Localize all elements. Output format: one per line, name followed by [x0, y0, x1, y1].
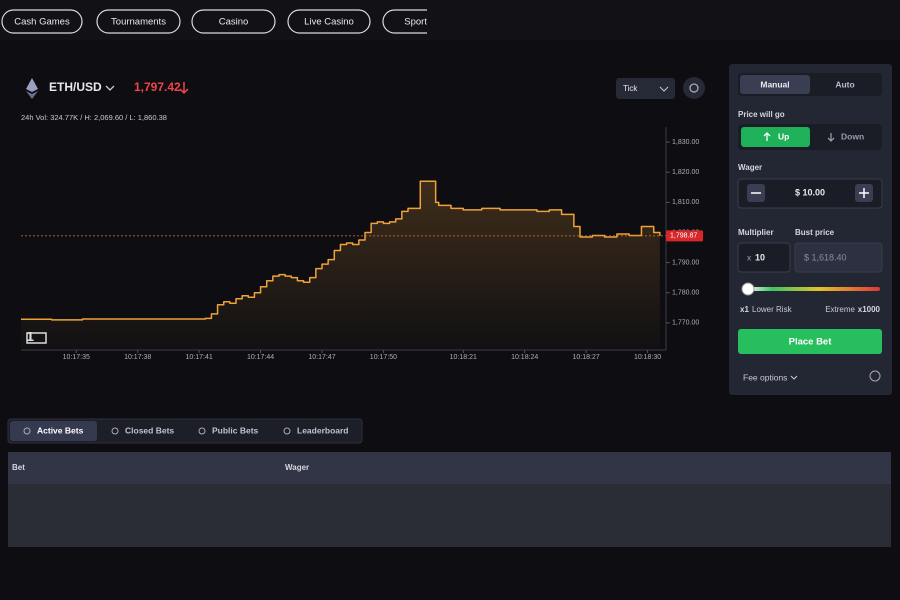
tab-icon — [23, 427, 31, 435]
tv-logo: 𝟭 — [26, 330, 47, 344]
mode: Manual — [760, 79, 789, 89]
multiplier-input[interactable] — [737, 242, 791, 273]
down-icon — [827, 133, 835, 142]
up-button[interactable] — [741, 127, 810, 147]
chevron — [659, 86, 669, 92]
risk-max-label: Extreme — [825, 305, 855, 314]
y-tick-label: 1,810.00 — [672, 199, 699, 206]
place-bet-button[interactable] — [738, 329, 882, 354]
help-icon[interactable] — [869, 370, 881, 382]
label: Bust price — [795, 228, 835, 237]
bust-price: $ 1,618.40 — [804, 252, 847, 262]
x-tick-label: 10:18:27 — [573, 354, 600, 361]
tab-icon — [283, 427, 291, 435]
gear-icon — [689, 83, 699, 93]
risk-max: x1000 — [858, 305, 881, 314]
x-tick-label: 10:17:35 — [63, 354, 90, 361]
x-tick-label: 10:17:44 — [247, 354, 274, 361]
chevron — [790, 375, 798, 380]
price-chart: 1,830.001,820.001,810.001,800.001,790.00… — [21, 127, 703, 361]
fee-options[interactable]: Fee options — [743, 372, 787, 382]
interval: Tick — [623, 84, 638, 93]
nav-pill[interactable] — [191, 9, 276, 34]
nav-fade — [427, 0, 900, 40]
down-arrow — [179, 82, 189, 95]
nav-pill[interactable] — [96, 9, 181, 34]
bust-price-field — [794, 242, 883, 273]
column-header: Wager — [285, 463, 309, 472]
risk-min: x1 — [740, 305, 749, 314]
mode-active[interactable] — [740, 75, 810, 94]
x-tick-label: 10:17:41 — [186, 354, 213, 361]
wager: $ 10.00 — [795, 187, 825, 197]
nav-label: Tournaments — [111, 17, 166, 28]
risk-min-label: Lower Risk — [752, 305, 793, 314]
mode[interactable]: Auto — [835, 79, 854, 89]
tab-label[interactable]: Leaderboard — [297, 425, 349, 435]
x-tick-label: 10:18:24 — [511, 354, 538, 361]
wager-input[interactable] — [737, 178, 883, 209]
tab-label[interactable]: Public Bets — [212, 425, 259, 435]
place-bet: Place Bet — [789, 337, 833, 348]
eth-icon — [26, 78, 38, 99]
x-tick-label: 10:17:38 — [124, 354, 151, 361]
nav-pill[interactable] — [1, 9, 83, 34]
direction[interactable]: Down — [841, 131, 864, 141]
current-price-label: 1,798.87 — [670, 233, 697, 240]
nav-pill[interactable] — [287, 9, 371, 34]
interval-select[interactable] — [616, 78, 675, 99]
svg-text:𝟭: 𝟭 — [26, 330, 34, 344]
x-tick-label: 10:17:50 — [370, 354, 397, 361]
risk-slider[interactable] — [745, 287, 880, 291]
slider-knob[interactable] — [741, 282, 755, 296]
nav-label: Live Casino — [304, 17, 354, 28]
nav-label: Cash Games — [14, 17, 70, 28]
tab-icon — [111, 427, 119, 435]
tab-label[interactable]: Closed Bets — [125, 425, 174, 435]
price: 1,797.42 — [134, 80, 181, 94]
tab-icon — [198, 427, 206, 435]
y-tick-label: 1,770.00 — [672, 320, 699, 327]
x-tick-label: 10:18:21 — [450, 354, 477, 361]
settings-button[interactable] — [683, 77, 705, 99]
multiplier: 10 — [755, 252, 765, 262]
multiplier-prefix: x — [747, 252, 752, 262]
x-tick-label: 10:17:47 — [308, 354, 335, 361]
y-tick-label: 1,830.00 — [672, 139, 699, 146]
current-price-tag — [666, 230, 703, 242]
nav-label: Casino — [219, 17, 249, 28]
x-tick-label: 10:18:30 — [634, 354, 661, 361]
area — [21, 181, 660, 350]
tab-active[interactable] — [10, 421, 97, 441]
tab-label[interactable]: Active Bets — [37, 425, 84, 435]
label: Wager — [738, 163, 762, 172]
symbol: ETH/USD — [49, 80, 102, 94]
column-header: Bet — [12, 463, 25, 472]
stats: 24h Vol: 324.77K / H: 2,069.60 / L: 1,86… — [21, 113, 167, 122]
direction: Up — [778, 131, 789, 141]
tabs: Active Bets Closed Bets Public Bets Leaderb… — [10, 421, 349, 441]
label: Multiplier — [738, 228, 774, 237]
label: Price will go — [738, 110, 785, 119]
price-line — [21, 180, 661, 321]
y-tick-label: 1,780.00 — [672, 290, 699, 297]
table-header — [8, 452, 891, 484]
nav-label: Sports — [404, 17, 432, 28]
y-tick-label: 1,820.00 — [672, 169, 699, 176]
y-tick-label: 1,790.00 — [672, 259, 699, 266]
plus-icon — [859, 188, 869, 198]
chevron[interactable] — [105, 85, 115, 91]
up-icon — [763, 132, 771, 141]
